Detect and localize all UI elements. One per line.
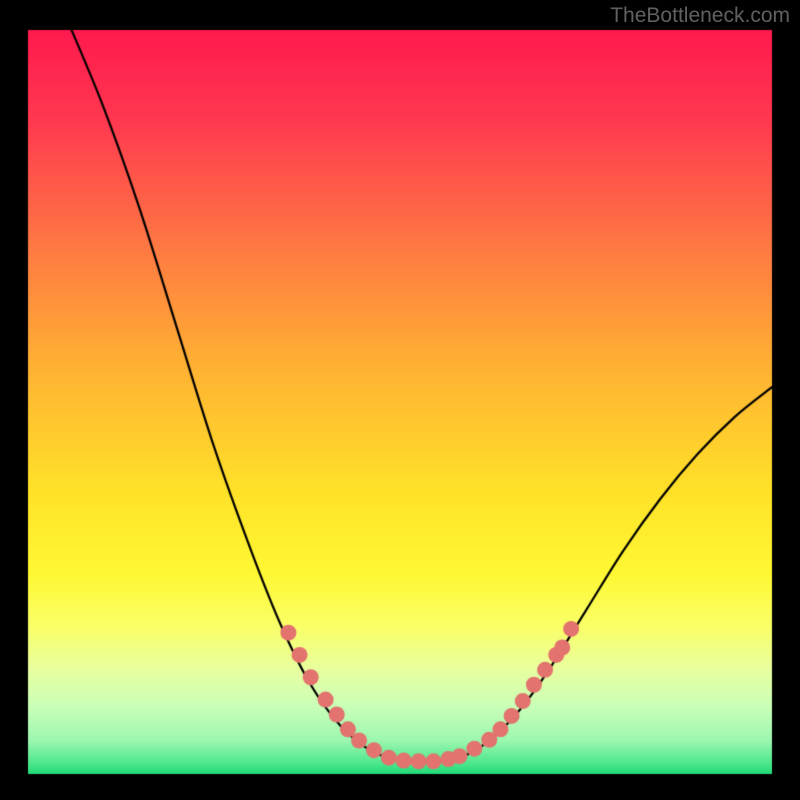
chart-container: TheBottleneck.com bbox=[0, 0, 800, 800]
bottleneck-curve-chart bbox=[0, 0, 800, 800]
